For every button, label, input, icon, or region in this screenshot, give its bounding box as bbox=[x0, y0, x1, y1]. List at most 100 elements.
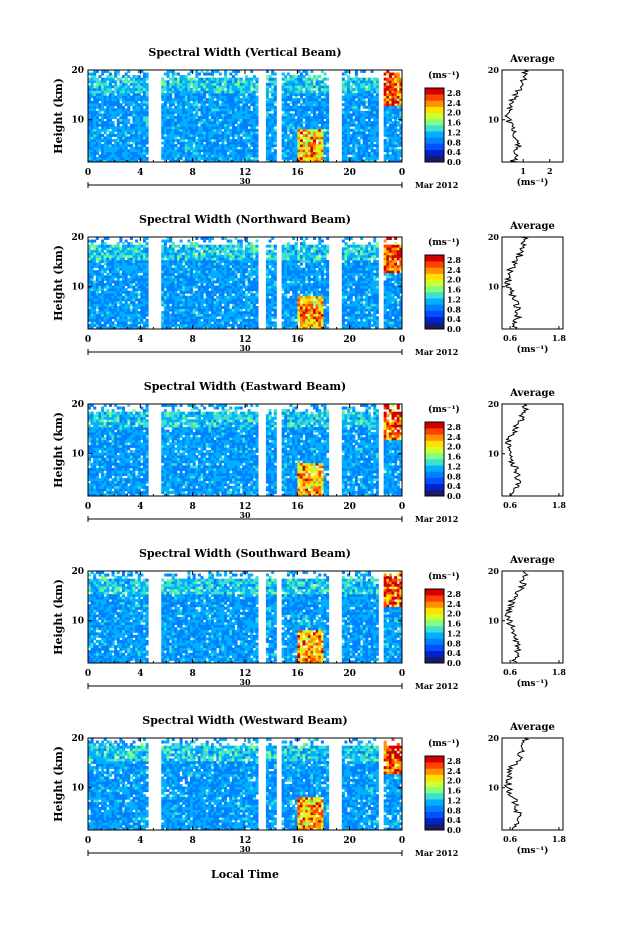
heatmap-cell bbox=[103, 318, 107, 322]
heatmap-cell bbox=[239, 151, 243, 155]
heatmap-cell bbox=[101, 288, 105, 292]
heatmap-cell bbox=[218, 121, 222, 125]
heatmap-cell bbox=[205, 154, 209, 158]
heatmap-cell bbox=[375, 85, 379, 89]
heatmap-cell bbox=[161, 151, 165, 155]
heatmap-cell bbox=[292, 139, 296, 142]
heatmap-cell bbox=[229, 262, 233, 266]
heatmap-cell bbox=[386, 113, 390, 117]
heatmap-cell bbox=[129, 98, 133, 102]
heatmap-cell bbox=[229, 98, 233, 102]
heatmap-cell bbox=[103, 257, 107, 261]
heatmap-cell bbox=[171, 75, 175, 79]
heatmap-cell bbox=[313, 103, 317, 107]
heatmap-cell bbox=[205, 113, 209, 117]
heatmap-cell bbox=[195, 293, 199, 297]
heatmap-cell bbox=[135, 156, 139, 160]
heatmap-cell bbox=[292, 146, 296, 150]
heatmap-cell bbox=[137, 82, 141, 86]
heatmap-cell bbox=[352, 136, 356, 140]
heatmap-cell bbox=[132, 149, 136, 153]
heatmap-cell bbox=[252, 156, 256, 160]
heatmap-cell bbox=[174, 275, 178, 279]
heatmap-cell bbox=[179, 313, 183, 317]
heatmap-cell bbox=[140, 326, 144, 330]
heatmap-cell bbox=[360, 136, 364, 140]
heatmap-cell bbox=[161, 249, 165, 253]
heatmap-cell bbox=[169, 105, 173, 109]
heatmap-cell bbox=[302, 116, 306, 119]
heatmap-cell bbox=[213, 105, 217, 109]
heatmap-cell bbox=[122, 257, 126, 261]
heatmap-cell bbox=[370, 108, 374, 112]
heatmap-cell bbox=[179, 149, 183, 153]
heatmap-cell bbox=[182, 308, 186, 312]
heatmap-cell bbox=[197, 265, 201, 269]
heatmap-cell bbox=[127, 151, 131, 155]
heatmap-cell bbox=[161, 98, 165, 102]
heatmap-cell bbox=[171, 126, 175, 130]
heatmap-cell bbox=[137, 306, 141, 309]
heatmap-cell bbox=[373, 128, 377, 132]
heatmap-cell bbox=[305, 118, 309, 122]
heatmap-cell bbox=[122, 326, 126, 330]
heatmap-cell bbox=[98, 252, 102, 256]
heatmap-cell bbox=[197, 267, 201, 271]
heatmap-cell bbox=[98, 326, 102, 330]
heatmap-cell bbox=[140, 252, 144, 256]
heatmap-cell bbox=[310, 131, 314, 135]
heatmap-cell bbox=[169, 313, 173, 317]
heatmap-cell bbox=[226, 126, 230, 130]
heatmap-cell bbox=[166, 87, 170, 91]
heatmap-cell bbox=[352, 98, 356, 102]
heatmap-cell bbox=[242, 144, 246, 148]
heatmap-cell bbox=[231, 272, 235, 276]
heatmap-cell bbox=[93, 98, 97, 102]
heatmap-cell bbox=[145, 105, 149, 109]
heatmap-cell bbox=[229, 100, 233, 104]
heatmap-cell bbox=[132, 280, 136, 284]
heatmap-cell bbox=[383, 77, 387, 81]
heatmap-cell bbox=[281, 121, 285, 125]
heatmap-cell bbox=[210, 244, 214, 248]
heatmap-cell bbox=[88, 131, 92, 135]
heatmap-cell bbox=[187, 141, 191, 145]
heatmap-cell bbox=[313, 77, 317, 81]
heatmap-cell bbox=[124, 321, 128, 325]
heatmap-cell bbox=[174, 326, 178, 330]
heatmap-cell bbox=[326, 113, 330, 117]
heatmap-cell bbox=[161, 131, 165, 135]
heatmap-cell bbox=[108, 257, 112, 261]
heatmap-cell bbox=[90, 321, 94, 325]
heatmap-cell bbox=[169, 128, 173, 132]
heatmap-cell bbox=[347, 87, 351, 91]
heatmap-cell bbox=[203, 288, 207, 292]
heatmap-cell bbox=[176, 277, 180, 281]
heatmap-cell bbox=[205, 72, 209, 76]
heatmap-cell bbox=[242, 121, 246, 125]
heatmap-cell bbox=[299, 156, 303, 160]
heatmap-cell bbox=[179, 326, 183, 330]
heatmap-cell bbox=[208, 265, 212, 269]
heatmap-cell bbox=[239, 93, 243, 96]
heatmap-cell bbox=[216, 275, 220, 279]
heatmap-cell bbox=[106, 151, 110, 155]
heatmap-cell bbox=[182, 85, 186, 89]
heatmap-cell bbox=[315, 80, 319, 84]
heatmap-cell bbox=[95, 80, 99, 84]
colorbar-segment bbox=[425, 100, 444, 107]
heatmap-cell bbox=[179, 116, 183, 119]
heatmap-cell bbox=[140, 156, 144, 160]
heatmap-cell bbox=[98, 85, 102, 89]
heatmap-cell bbox=[365, 77, 369, 81]
heatmap-cell bbox=[163, 131, 167, 135]
heatmap-cell bbox=[286, 80, 290, 84]
heatmap-cell bbox=[174, 298, 178, 302]
heatmap-cell bbox=[195, 156, 199, 160]
heatmap-cell bbox=[90, 126, 94, 130]
heatmap-cell bbox=[362, 95, 366, 99]
heatmap-cell bbox=[137, 108, 141, 112]
heatmap-cell bbox=[315, 98, 319, 102]
heatmap-cell bbox=[169, 247, 173, 251]
heatmap-cell bbox=[111, 288, 115, 292]
